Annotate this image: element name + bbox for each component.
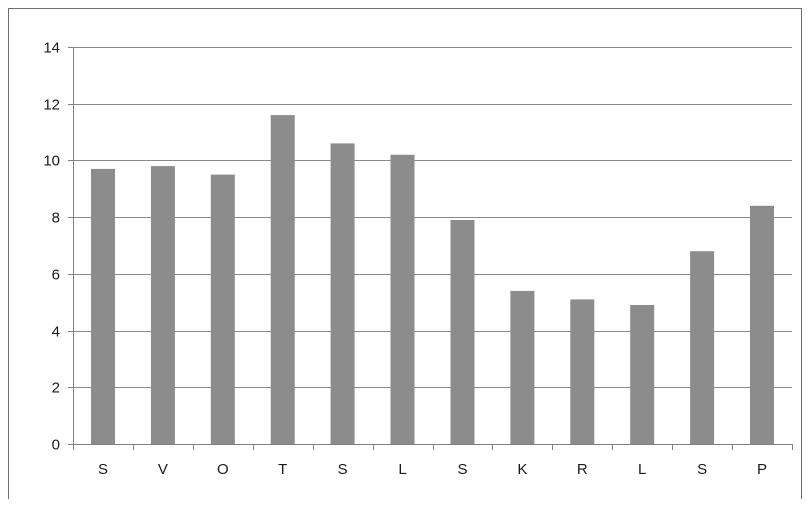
y-tick-label: 12 [43,97,60,114]
bar [750,205,774,444]
x-tick-label: S [98,461,108,478]
bars [91,115,774,445]
x-tick-label: S [697,461,707,478]
bar [510,290,535,444]
y-tick-label: 6 [52,267,60,284]
x-tick-label: L [398,461,406,478]
x-tick-label: O [217,461,229,478]
y-tick-labels: 0 2 4 6 8 10 12 14 [43,40,60,454]
y-tick-label: 14 [43,40,60,57]
x-tick-label: R [577,461,588,478]
x-tick-label: T [278,461,287,478]
bar [91,168,115,444]
bar [270,115,295,444]
y-tick-label: 4 [52,324,60,341]
bar [690,251,715,444]
x-tick-label: S [457,461,467,478]
bar [570,299,595,444]
x-tick-label: P [757,461,767,478]
bar [330,143,355,444]
y-tick-label: 10 [43,153,60,170]
bar [630,305,655,444]
y-tick-label: 8 [52,210,60,227]
bar [150,166,175,444]
x-tick-label: L [638,461,646,478]
y-tick-label: 0 [52,437,60,454]
x-tick-label: K [517,461,527,478]
bar [210,174,235,444]
y-tick-label: 2 [52,380,60,397]
bar [390,154,415,445]
gridlines [73,47,792,388]
x-tick-label: S [338,461,348,478]
axes [68,47,793,450]
bar [450,220,475,444]
x-tick-label: V [158,461,168,478]
